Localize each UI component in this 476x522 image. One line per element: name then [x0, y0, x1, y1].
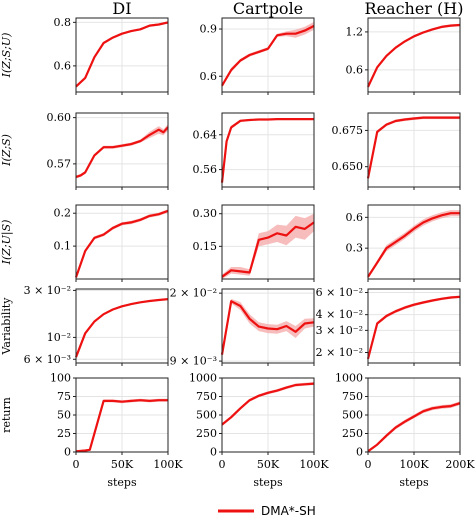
x-tick-label: 100K: [299, 458, 329, 471]
x-axis-label: steps: [107, 476, 137, 489]
x-tick-label: 50K: [257, 458, 280, 471]
series-line: [366, 116, 460, 179]
x-tick-label: 0: [73, 458, 80, 471]
series-line: [367, 402, 461, 453]
y-tick-label: 0.8: [54, 16, 72, 29]
y-tick-label: 1000: [189, 372, 217, 385]
y-tick-label: 0.6: [346, 63, 364, 76]
y-tick-label: 0.9: [200, 23, 218, 36]
y-tick-label: 0.650: [332, 160, 364, 173]
x-tick-label: 50K: [111, 458, 134, 471]
panel-1-2: [219, 17, 315, 95]
panel-5-2: [219, 377, 315, 455]
series-line: [75, 126, 169, 179]
x-tick-label: 0: [219, 458, 226, 471]
y-tick-label: 50: [57, 409, 71, 422]
legend-label: DMA*-SH: [261, 504, 316, 518]
y-tick-label: 25: [57, 427, 71, 440]
series-line: [220, 300, 315, 355]
y-tick-label: 250: [342, 427, 363, 440]
y-tick-label: 750: [342, 390, 363, 403]
panel-4-2: [219, 288, 315, 366]
y-tick-label: 750: [196, 390, 217, 403]
series-line: [75, 21, 169, 88]
y-tick-label: 10⁻²: [47, 331, 71, 344]
series-line: [367, 23, 461, 88]
series-line: [367, 212, 460, 278]
panel-3-2: [219, 204, 315, 282]
y-tick-label: 4 × 10⁻²: [316, 308, 363, 321]
series-line: [74, 209, 169, 278]
y-tick-label: 0.3: [346, 242, 364, 255]
y-tick-label: 500: [342, 409, 363, 422]
series-line: [75, 399, 168, 453]
y-tick-label: 2 × 10⁻²: [316, 346, 363, 359]
panel-3-1: [73, 204, 169, 282]
y-tick-label: 0.2: [54, 207, 72, 220]
x-axis-label: steps: [399, 476, 429, 489]
y-tick-label: 1.2: [346, 25, 364, 38]
column-title: Reacher (H): [365, 0, 464, 18]
series-line: [221, 24, 315, 87]
row-label: I(Z;S;U): [0, 33, 13, 79]
y-tick-label: 3 × 10⁻²: [24, 284, 71, 297]
x-tick-label: 0: [365, 458, 372, 471]
panel-1-3: [365, 17, 461, 95]
column-title: Cartpole: [233, 0, 303, 18]
y-tick-label: 0.6: [54, 59, 72, 72]
y-tick-label: 0.6: [346, 211, 364, 224]
y-tick-label: 0.6: [200, 70, 218, 83]
panel-2-3: [365, 112, 461, 190]
panel-3-3: [365, 204, 461, 282]
column-title: DI: [112, 0, 131, 18]
y-tick-label: 0.64: [193, 128, 218, 141]
y-tick-label: 250: [196, 427, 217, 440]
series-line: [220, 118, 314, 183]
y-tick-label: 0.1: [54, 240, 72, 253]
y-tick-label: 0: [64, 446, 71, 459]
row-label: I(Z;S): [0, 134, 13, 167]
panel-4-3: [365, 288, 461, 366]
y-tick-label: 75: [57, 390, 71, 403]
y-tick-label: 0.56: [193, 163, 218, 176]
series-line: [221, 221, 315, 278]
y-tick-label: 0.15: [193, 240, 218, 253]
panel-5-3: [365, 377, 461, 455]
y-tick-label: 0.57: [47, 157, 72, 170]
panel-5-1: [73, 377, 169, 455]
y-tick-label: 3 × 10⁻²: [316, 324, 363, 337]
y-tick-label: 1000: [335, 372, 363, 385]
y-tick-label: 6 × 10⁻³: [24, 353, 71, 366]
y-tick-label: 9 × 10⁻³: [170, 355, 217, 368]
panel-2-2: [219, 112, 315, 190]
row-label: return: [0, 397, 13, 433]
y-tick-label: 0: [356, 446, 363, 459]
row-label: Variability: [0, 297, 13, 356]
x-tick-label: 100K: [153, 458, 183, 471]
confidence-band: [222, 21, 314, 88]
panel-4-1: [73, 288, 169, 366]
y-tick-label: 0.60: [47, 111, 72, 124]
y-tick-label: 500: [196, 409, 217, 422]
panel-1-1: [73, 17, 169, 95]
row-label: I(Z;U|S): [0, 220, 14, 266]
series-line: [221, 382, 315, 426]
y-tick-label: 0.30: [193, 207, 218, 220]
panel-2-1: [73, 112, 169, 190]
series-line: [366, 295, 461, 360]
series-line: [74, 298, 169, 358]
x-tick-label: 100K: [399, 458, 429, 471]
y-tick-label: 0: [210, 446, 217, 459]
y-tick-label: 0.675: [332, 124, 364, 137]
y-tick-label: 6 × 10⁻²: [316, 286, 363, 299]
x-tick-label: 200K: [445, 458, 475, 471]
y-tick-label: 100: [50, 372, 71, 385]
x-axis-label: steps: [253, 476, 283, 489]
y-tick-label: 2 × 10⁻²: [170, 287, 217, 300]
legend: DMA*-SH: [218, 504, 316, 518]
